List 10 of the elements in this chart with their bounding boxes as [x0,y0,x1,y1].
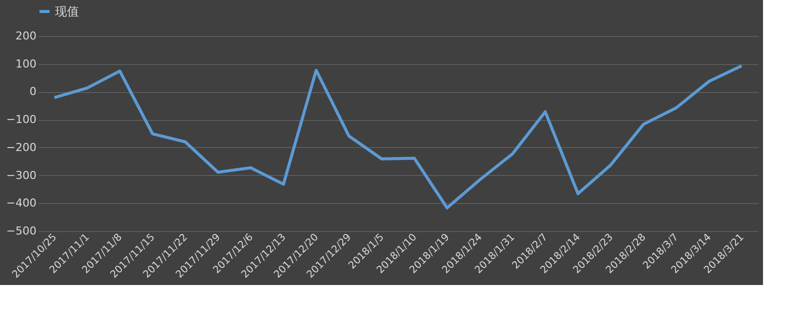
y-tick-label: −400 [6,196,36,210]
y-tick-label: 200 [16,30,36,42]
legend-label: 现值 [55,4,79,18]
y-tick-label: −500 [6,224,36,238]
line-series [52,64,744,210]
y-tick-label: −300 [6,168,36,182]
y-tick-label: −100 [6,113,36,126]
y-tick-label: 0 [30,85,36,98]
y-tick-label: −200 [6,140,36,154]
y-tick-label: 100 [16,57,36,70]
